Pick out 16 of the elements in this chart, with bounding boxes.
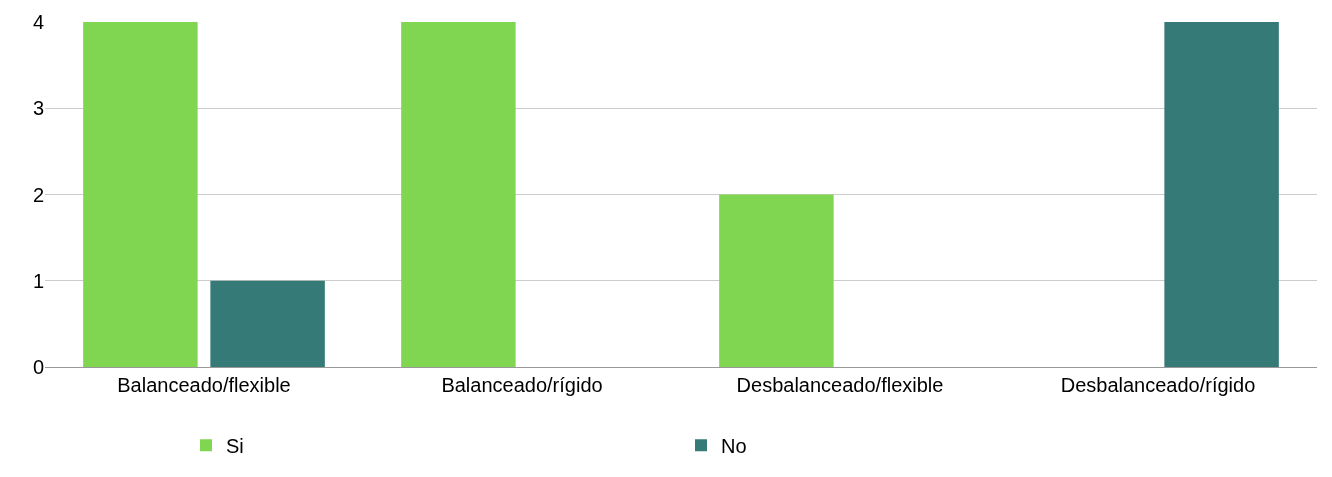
y-tick-label: 3	[32, 97, 44, 120]
bar	[210, 280, 325, 367]
y-tick-label: 4	[32, 11, 44, 33]
x-tick-label: Desbalanceado/rígido	[1060, 374, 1256, 396]
bar	[719, 194, 834, 367]
y-tick-label: 0	[32, 356, 44, 378]
y-tick-label: 2	[32, 183, 44, 206]
bar	[1164, 22, 1279, 367]
legend-label: Si	[226, 434, 244, 457]
legend-label: No	[721, 434, 747, 457]
y-tick-label: 1	[32, 269, 44, 292]
bar	[401, 22, 516, 367]
x-tick-label: Desbalanceado/flexible	[736, 374, 944, 396]
bar	[83, 22, 198, 367]
x-tick-label: Balanceado/rígido	[441, 374, 603, 396]
x-tick-label: Balanceado/flexible	[117, 374, 291, 396]
